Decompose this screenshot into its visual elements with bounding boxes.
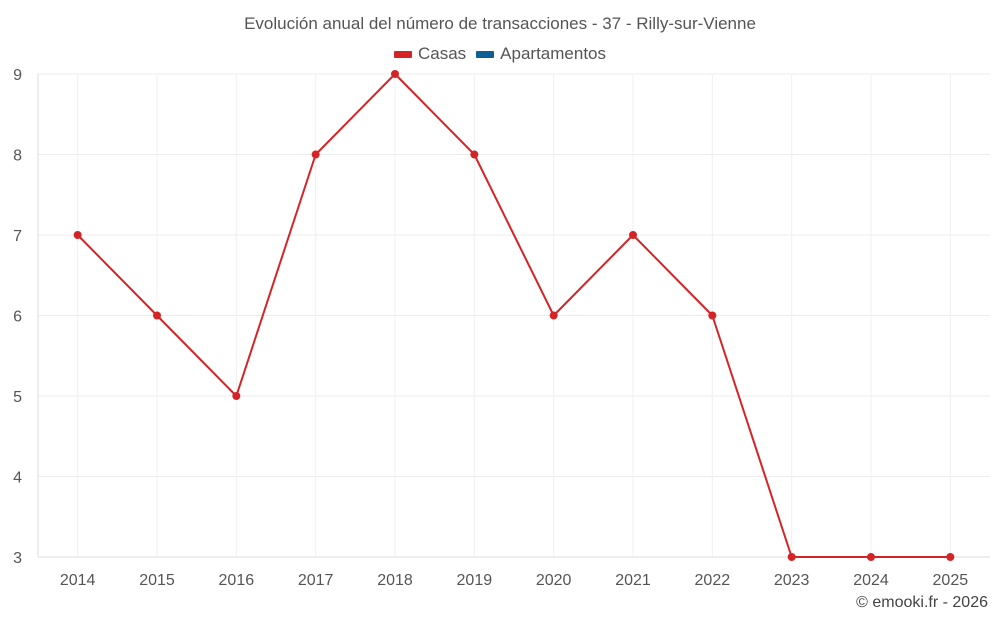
chart-legend: Casas Apartamentos [0,44,1000,64]
credit-text: © emooki.fr - 2026 [856,594,988,611]
x-tick-label: 2023 [774,572,810,589]
x-tick-label: 2016 [219,572,255,589]
data-point [73,231,82,239]
data-point [232,392,241,400]
x-tick-label: 2015 [139,572,175,589]
x-tick-label: 2019 [457,572,493,589]
y-tick-label: 6 [13,309,22,326]
y-tick-label: 8 [13,148,22,165]
y-tick-label: 5 [13,389,22,406]
y-tick-label: 9 [13,67,22,84]
data-point [153,311,161,320]
data-point [311,150,320,159]
x-tick-label: 2018 [377,572,413,589]
legend-swatch-casas [393,50,412,58]
legend-item-casas[interactable]: Casas [393,44,467,64]
data-point [549,311,558,320]
data-point [629,231,637,239]
x-tick-label: 2022 [695,572,731,589]
x-tick-label: 2017 [298,572,334,589]
data-point [867,553,875,561]
legend-item-apartamentos[interactable]: Apartamentos [476,44,606,64]
series-line-casas [76,73,951,558]
data-point [470,150,479,159]
legend-label-casas: Casas [417,44,467,63]
legend-swatch-apartamentos [476,50,495,58]
y-tick-label: 3 [13,550,22,567]
legend-label-apartamentos: Apartamentos [500,44,607,63]
data-point [787,553,796,561]
x-tick-label: 2021 [615,572,651,589]
y-tick-label: 4 [13,470,22,487]
x-tick-label: 2020 [536,572,572,589]
chart-title: Evolución anual del número de transaccio… [244,14,756,33]
x-tick-label: 2014 [60,572,96,589]
x-tick-label: 2025 [933,572,969,589]
y-tick-label: 7 [13,228,22,245]
data-point [946,553,955,561]
data-point [391,70,399,78]
data-point [708,311,717,320]
x-tick-label: 2024 [853,572,889,589]
